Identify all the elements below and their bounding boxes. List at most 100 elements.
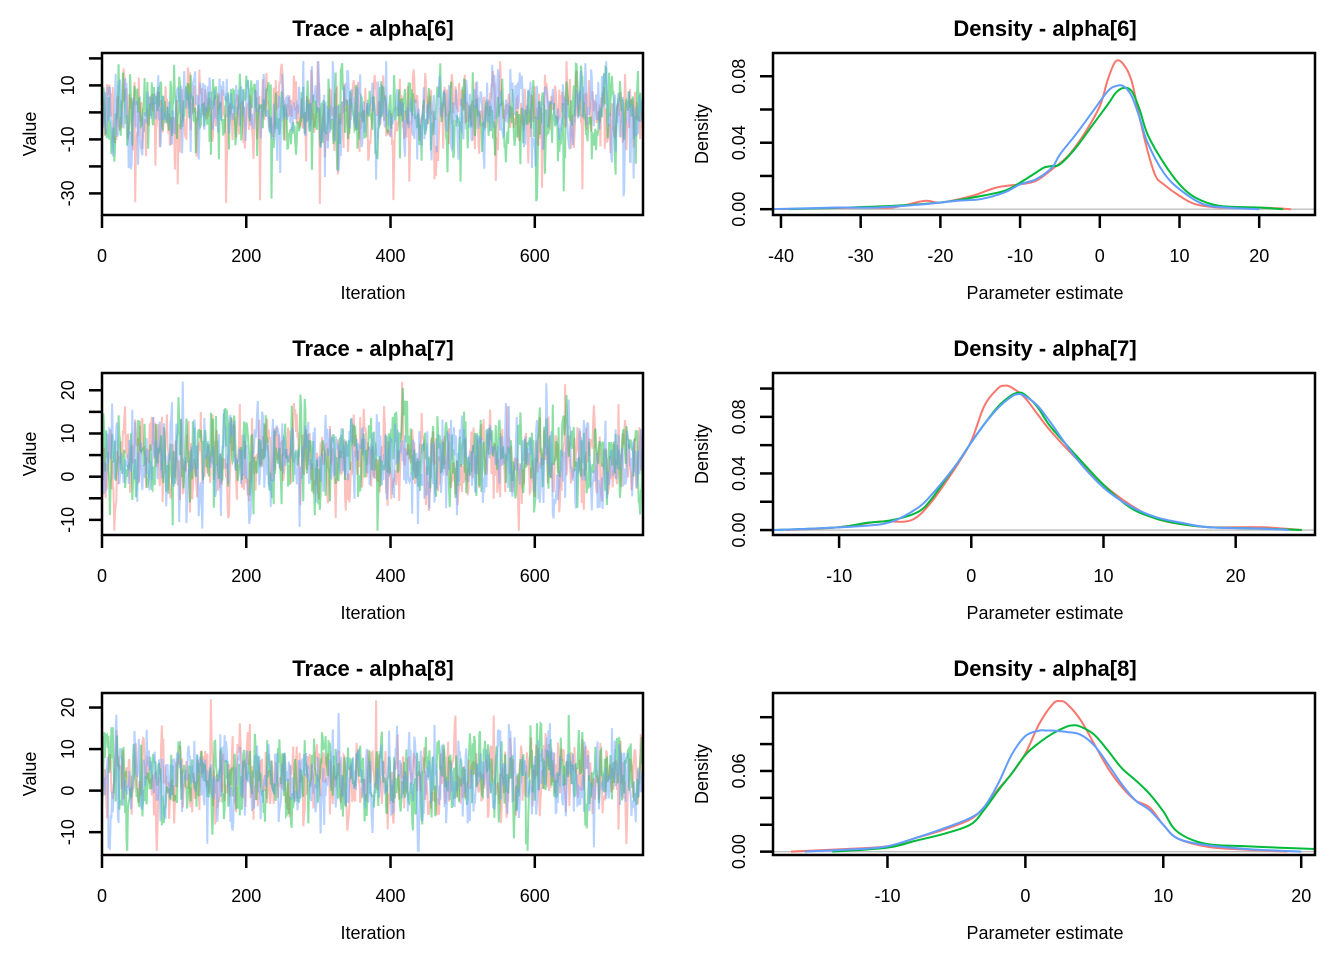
y-tick-label: 0.04	[729, 125, 749, 160]
y-tick-label: 0.00	[729, 192, 749, 227]
y-axis-label: Density	[692, 104, 712, 164]
x-tick-label: 20	[1249, 246, 1269, 266]
y-axis-label: Value	[20, 752, 40, 797]
x-tick-label: 400	[376, 886, 406, 906]
plot-area	[102, 381, 643, 531]
density-curve-chain-3	[773, 393, 1289, 532]
plot-area	[773, 699, 1315, 853]
y-axis-label: Density	[692, 744, 712, 804]
y-tick-label: -30	[58, 180, 78, 206]
x-tick-label: 600	[520, 566, 550, 586]
y-tick-label: 20	[58, 698, 78, 718]
trace-line-chain-1	[102, 381, 643, 531]
trace-line-chain-2	[102, 62, 643, 202]
density-curve-chain-3	[804, 729, 1302, 853]
density-alpha6-panel: Density - alpha[6] Parameter estimate De…	[692, 16, 1317, 303]
y-tick-label: 0.00	[729, 834, 749, 869]
x-tick-label: 0	[97, 246, 107, 266]
plot-frame	[771, 371, 1317, 537]
panel-title: Density - alpha[7]	[953, 336, 1136, 361]
x-tick-label: 0	[966, 566, 976, 586]
x-tick-label: -30	[848, 246, 874, 266]
panel-title: Density - alpha[6]	[953, 16, 1136, 41]
density-curve-chain-2	[832, 724, 1315, 853]
y-tick-label: 0.04	[729, 456, 749, 491]
x-axis-label: Parameter estimate	[966, 923, 1123, 943]
plot-frame	[100, 691, 645, 857]
plot-frame	[100, 51, 645, 217]
x-tick-label: 200	[231, 886, 261, 906]
plot-frame	[771, 51, 1317, 217]
density-curve-chain-2	[788, 86, 1284, 211]
density-curve-chain-1	[780, 59, 1292, 211]
x-tick-label: 200	[231, 246, 261, 266]
y-axis-label: Density	[692, 424, 712, 484]
y-tick-label: 0	[58, 472, 78, 482]
x-tick-label: 600	[520, 246, 550, 266]
x-axis-label: Iteration	[340, 923, 405, 943]
x-tick-label: 400	[376, 566, 406, 586]
y-tick-label: 10	[58, 739, 78, 759]
density-alpha8-panel: Density - alpha[8] Parameter estimate De…	[692, 656, 1317, 943]
x-tick-label: -20	[927, 246, 953, 266]
trace-line-chain-1	[102, 61, 643, 205]
x-tick-label: -40	[768, 246, 794, 266]
y-tick-label: 20	[58, 380, 78, 400]
x-axis-label: Parameter estimate	[966, 603, 1123, 623]
y-tick-label: 0.08	[729, 59, 749, 94]
trace-alpha6-panel: Trace - alpha[6] Iteration Value 0 200 400…	[20, 16, 645, 303]
x-axis-label: Iteration	[340, 603, 405, 623]
density-curve-chain-3	[773, 84, 1260, 211]
x-tick-label: 600	[520, 886, 550, 906]
x-tick-label: -10	[874, 886, 900, 906]
density-alpha7-panel: Density - alpha[7] Parameter estimate De…	[692, 336, 1317, 623]
x-tick-label: -10	[826, 566, 852, 586]
y-tick-label: 0.08	[729, 399, 749, 434]
trace-alpha7-panel: Trace - alpha[7] Iteration Value 0 200 400…	[20, 336, 645, 623]
x-tick-label: 0	[97, 566, 107, 586]
x-tick-label: 0	[1020, 886, 1030, 906]
y-tick-label: -10	[58, 126, 78, 152]
plot-area	[102, 699, 643, 852]
trace-alpha8-panel: Trace - alpha[8] Iteration Value 0 200 400…	[20, 656, 645, 943]
y-tick-label: 0	[58, 786, 78, 796]
y-tick-label: 10	[58, 423, 78, 443]
y-tick-label: 10	[58, 75, 78, 95]
x-tick-label: 200	[231, 566, 261, 586]
y-axis-label: Value	[20, 432, 40, 477]
panel-title: Trace - alpha[8]	[292, 656, 453, 681]
x-tick-label: 10	[1153, 886, 1173, 906]
trace-line-chain-3	[102, 381, 643, 529]
trace-line-chain-2	[102, 714, 643, 851]
panel-title: Trace - alpha[7]	[292, 336, 453, 361]
trace-line-chain-2	[102, 387, 643, 531]
y-tick-label: -10	[58, 507, 78, 533]
x-tick-label: 400	[376, 246, 406, 266]
plot-area	[773, 59, 1315, 211]
x-tick-label: 10	[1169, 246, 1189, 266]
x-tick-label: 0	[1095, 246, 1105, 266]
y-tick-label: 0.00	[729, 513, 749, 548]
y-axis-label: Value	[20, 112, 40, 157]
y-tick-label: 0.06	[729, 753, 749, 788]
x-tick-label: 20	[1226, 566, 1246, 586]
density-curve-chain-2	[773, 391, 1302, 532]
plot-area	[102, 61, 643, 205]
x-tick-label: -10	[1007, 246, 1033, 266]
density-curve-chain-1	[786, 384, 1302, 532]
plot-frame	[771, 691, 1317, 857]
plot-area	[773, 384, 1315, 532]
x-axis-label: Parameter estimate	[966, 283, 1123, 303]
x-tick-label: 0	[97, 886, 107, 906]
x-axis-label: Iteration	[340, 283, 405, 303]
y-tick-label: -10	[58, 819, 78, 845]
trace-line-chain-3	[102, 712, 643, 852]
x-tick-label: 10	[1093, 566, 1113, 586]
panel-title: Density - alpha[8]	[953, 656, 1136, 681]
density-curve-chain-1	[790, 699, 1288, 853]
x-tick-label: 20	[1291, 886, 1311, 906]
trace-line-chain-1	[102, 699, 643, 851]
trace-line-chain-3	[102, 61, 643, 197]
panel-title: Trace - alpha[6]	[292, 16, 453, 41]
